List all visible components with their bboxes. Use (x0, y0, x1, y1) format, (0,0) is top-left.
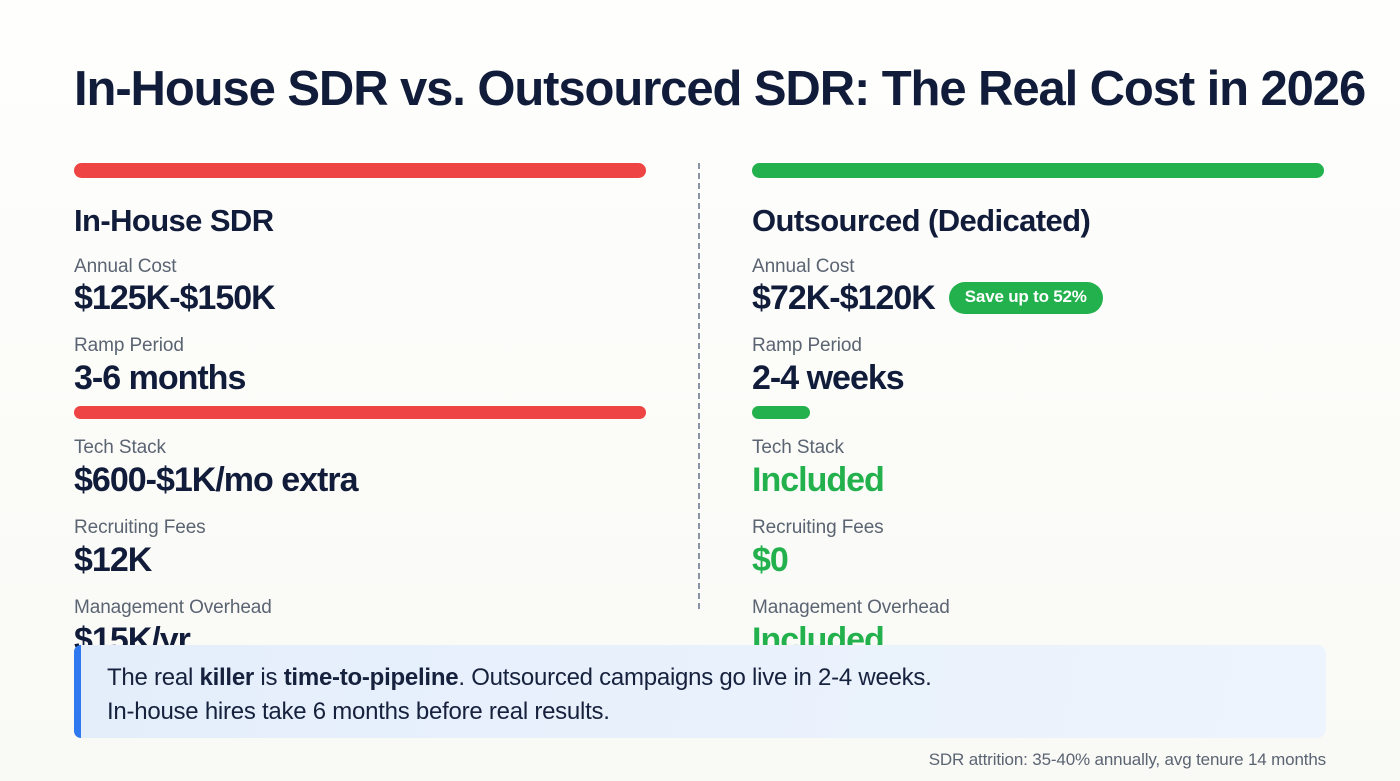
column-divider (698, 163, 700, 609)
metric-row: Annual Cost $125K-$150K (74, 255, 646, 318)
metric-value: 2-4 weeks (752, 359, 905, 398)
metric-value-row: $600-$1K/mo extra (74, 461, 646, 499)
metric-label: Recruiting Fees (74, 517, 206, 539)
metric-label: Recruiting Fees (752, 517, 884, 539)
metric-label: Ramp Period (74, 335, 184, 357)
savings-badge: Save up to 52% (948, 282, 1103, 315)
metric-value: 3-6 months (74, 359, 246, 398)
metric-row: Tech Stack $600-$1K/mo extra (74, 436, 646, 499)
callout-bold-killer: killer (199, 664, 255, 691)
metric-row: Ramp Period 3-6 months (74, 334, 646, 420)
metric-value: $12K (74, 540, 152, 579)
metric-value-row: Included (752, 461, 1324, 499)
metric-value-row: $125K-$150K (74, 279, 646, 317)
in-house-ramp-bar (74, 406, 646, 420)
metric-label: Ramp Period (752, 335, 862, 357)
comparison-column-outsourced: Outsourced (Dedicated) Annual Cost $72K-… (752, 163, 1324, 659)
outsourced-heading: Outsourced (Dedicated) (752, 203, 1091, 238)
metric-label: Annual Cost (74, 255, 177, 277)
metric-value-row: $72K-$120K Save up to 52% (752, 279, 1324, 317)
metric-label: Tech Stack (752, 437, 844, 459)
metric-row: Recruiting Fees $0 (752, 516, 1324, 579)
key-insight-callout: The real killer is time-to-pipeline. Out… (74, 645, 1326, 738)
metric-value: $72K-$120K (752, 279, 936, 318)
callout-accent-bar (74, 645, 81, 738)
metric-value-row: $0 (752, 541, 1324, 579)
metric-row: Ramp Period 2-4 weeks (752, 334, 1324, 420)
callout-text-part3: . Outsourced campaigns go live in 2-4 we… (458, 664, 932, 691)
metric-value: $125K-$150K (74, 279, 276, 318)
callout-text-part2: is (254, 664, 284, 691)
in-house-accent-bar (74, 163, 646, 178)
metric-value: $600-$1K/mo extra (74, 460, 359, 499)
callout-line2: In-house hires take 6 months before real… (107, 698, 610, 726)
page-title: In-House SDR vs. Outsourced SDR: The Rea… (74, 62, 1366, 116)
outsourced-accent-bar (752, 163, 1324, 178)
metric-row: Annual Cost $72K-$120K Save up to 52% (752, 255, 1324, 318)
callout-text-part1: The real (107, 664, 200, 691)
metric-row: Tech Stack Included (752, 436, 1324, 499)
footnote: SDR attrition: 35-40% annually, avg tenu… (928, 750, 1326, 769)
comparison-column-in-house: In-House SDR Annual Cost $125K-$150K Ram… (74, 163, 646, 659)
metric-value: Included (752, 460, 885, 499)
outsourced-ramp-bar (752, 406, 810, 420)
callout-text: The real killer is time-to-pipeline. Out… (107, 661, 1306, 729)
metric-row: Recruiting Fees $12K (74, 516, 646, 579)
callout-bold-time-to-pipeline: time-to-pipeline (283, 664, 459, 691)
metric-label: Tech Stack (74, 437, 166, 459)
in-house-heading: In-House SDR (74, 203, 274, 238)
metric-value-row: $12K (74, 541, 646, 579)
metric-label: Management Overhead (752, 596, 950, 618)
metric-value-row: 3-6 months (74, 359, 646, 397)
metric-value: $0 (752, 540, 789, 579)
metric-value-row: 2-4 weeks (752, 359, 1324, 397)
metric-label: Management Overhead (74, 596, 272, 618)
metric-label: Annual Cost (752, 255, 855, 277)
